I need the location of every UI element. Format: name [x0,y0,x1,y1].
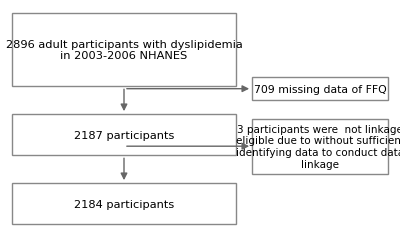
FancyBboxPatch shape [12,114,236,156]
Text: 709 missing data of FFQ: 709 missing data of FFQ [254,84,386,94]
Text: 2896 adult participants with dyslipidemia
in 2003-2006 NHANES: 2896 adult participants with dyslipidemi… [6,40,242,61]
Text: 2184 participants: 2184 participants [74,199,174,209]
FancyBboxPatch shape [12,14,236,87]
FancyBboxPatch shape [12,183,236,224]
Text: 2187 participants: 2187 participants [74,130,174,140]
FancyBboxPatch shape [252,119,388,174]
Text: 3 participants were  not linkage
eligible due to without sufficient
identifying : 3 participants were not linkage eligible… [236,124,400,169]
FancyBboxPatch shape [252,78,388,101]
